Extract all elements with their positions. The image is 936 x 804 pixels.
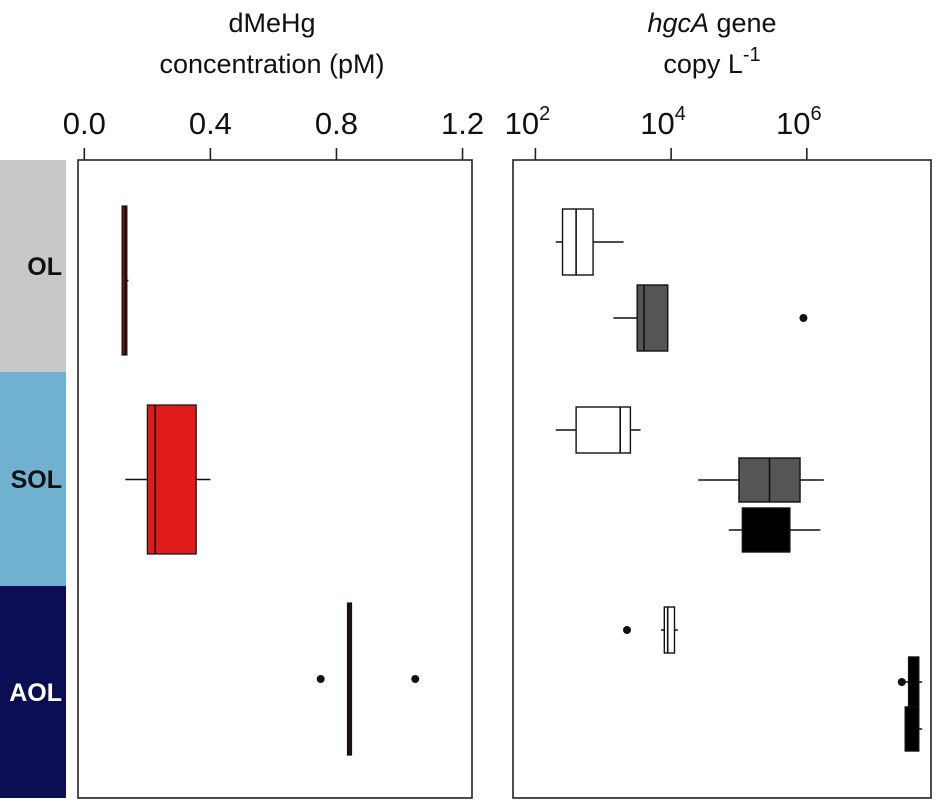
outlier-point: [316, 675, 325, 683]
group-band-sol: [0, 372, 66, 586]
right-box-aol-6: [897, 656, 923, 708]
right-axis-title-sup: -1: [743, 44, 761, 66]
box: [907, 656, 920, 708]
left-tick-label: 0.4: [189, 106, 232, 141]
right-tick-label: 104: [640, 103, 686, 141]
right-tick-label: 106: [776, 103, 822, 141]
right-box-aol-7: [904, 706, 923, 752]
group-bar: OL SOL AOL: [0, 160, 66, 798]
left-axis-title-line2: concentration (pM): [159, 49, 384, 79]
left-box-aol: [316, 602, 420, 756]
panel-dmehg: dMeHg concentration (pM) 0.0 0.4 0.8 1.2: [63, 8, 484, 799]
right-plot-frame: [512, 159, 932, 799]
left-box-sol: [125, 404, 211, 555]
box: [904, 706, 920, 752]
outlier-point: [799, 314, 808, 322]
box: [575, 406, 632, 454]
left-axis-title-line1: dMeHg: [228, 8, 315, 38]
group-band-ol: [0, 160, 66, 372]
panel-hgca: hgcA gene copy L-1 102 104 106: [505, 8, 932, 799]
right-box-sol-3: [698, 457, 824, 503]
right-axis-title-italic: hgcA: [647, 8, 709, 38]
right-box-ol-0: [555, 208, 624, 276]
left-x-ticks: 0.0 0.4 0.8 1.2: [63, 106, 484, 160]
group-band-aol: [0, 586, 66, 798]
box: [561, 208, 594, 276]
outlier-point: [623, 626, 631, 634]
group-label-ol: OL: [27, 253, 62, 281]
right-x-ticks: 102 104 106: [505, 103, 822, 160]
right-axis-title-rest: gene: [709, 8, 777, 38]
right-box-sol-2: [555, 406, 641, 454]
right-axis-title-unit: copy L: [663, 49, 743, 79]
group-label-sol: SOL: [11, 466, 62, 494]
box: [636, 284, 669, 352]
left-boxes: [121, 205, 420, 756]
left-box-ol: [121, 205, 129, 356]
outlier-point: [897, 678, 906, 686]
left-tick-label: 0.8: [315, 106, 358, 141]
left-tick-label: 1.2: [441, 106, 484, 141]
right-box-ol-1: [613, 284, 808, 352]
right-tick-label: 102: [505, 103, 551, 141]
group-label-aol: AOL: [9, 679, 62, 707]
box: [663, 606, 676, 654]
outlier-point: [411, 675, 420, 683]
right-box-aol-5: [623, 606, 678, 654]
box: [741, 507, 791, 553]
right-boxes: [555, 208, 923, 752]
right-axis-title-line1: hgcA gene: [647, 8, 776, 38]
right-axis-title-line2: copy L-1: [663, 44, 760, 79]
left-tick-label: 0.0: [63, 106, 106, 141]
left-plot-frame: [77, 159, 473, 799]
right-box-sol-4: [728, 507, 821, 553]
